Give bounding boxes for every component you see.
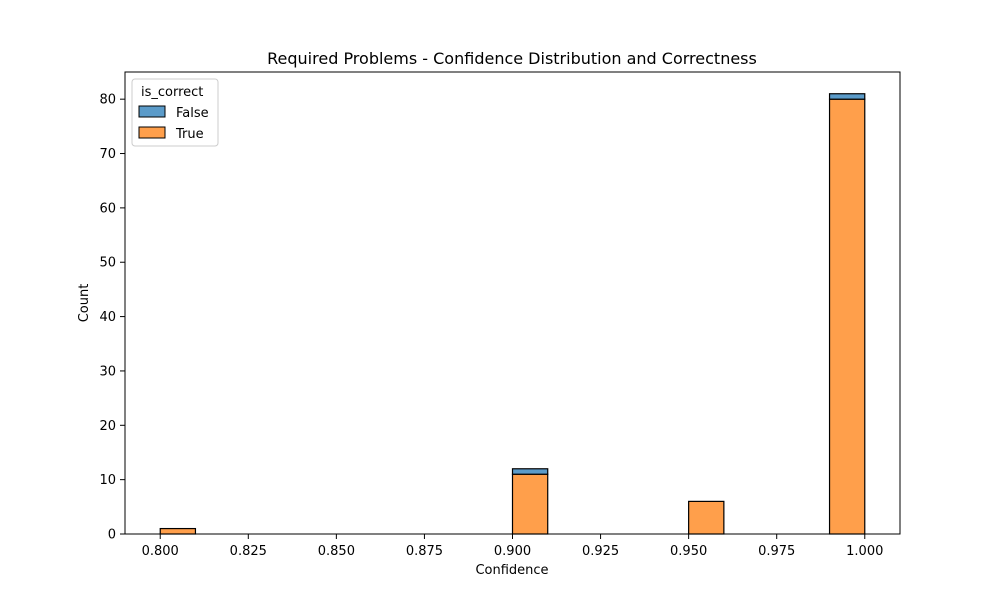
y-tick-label: 0 [108, 528, 116, 543]
x-tick-label: 0.825 [230, 544, 267, 559]
bar-true-bin-0 [159, 527, 197, 535]
y-tick-label: 40 [99, 310, 116, 325]
x-tick-label: 0.925 [582, 544, 619, 559]
legend: is_correct False True [131, 78, 219, 147]
y-axis-label: Count [77, 284, 92, 323]
bars-layer [159, 93, 866, 535]
plot-frame [124, 71, 901, 535]
x-tick-label: 0.875 [406, 544, 443, 559]
x-tick-label: 0.900 [494, 544, 531, 559]
chart-title: Required Problems - Confidence Distribut… [267, 49, 757, 68]
y-tick-label: 60 [99, 201, 116, 216]
y-axis: 0 10 20 30 40 50 60 70 80 [99, 93, 125, 543]
x-axis: 0.800 0.825 0.850 0.875 0.900 0.925 0.950 0.975… [142, 534, 883, 559]
x-tick-label: 0.950 [670, 544, 707, 559]
legend-swatch-true [138, 126, 166, 139]
y-tick-label: 30 [99, 364, 116, 379]
y-tick-label: 80 [99, 93, 116, 108]
legend-swatch-false [138, 105, 166, 118]
bar-true-bin-15 [688, 500, 725, 535]
legend-label-true: True [175, 127, 204, 142]
x-tick-label: 0.850 [318, 544, 355, 559]
y-tick-label: 10 [99, 473, 116, 488]
bar-true-bin-19 [828, 98, 866, 535]
x-tick-label: 0.975 [758, 544, 795, 559]
y-tick-label: 20 [99, 419, 116, 434]
x-tick-label: 1.000 [846, 544, 883, 559]
legend-label-false: False [176, 106, 209, 121]
y-tick-label: 70 [99, 147, 116, 162]
x-tick-label: 0.800 [142, 544, 179, 559]
x-axis-label: Confidence [475, 563, 548, 578]
bar-true-bin-10 [511, 473, 549, 535]
legend-title: is_correct [141, 85, 203, 100]
bar-false-bin-10 [511, 468, 549, 475]
bar-false-bin-19 [828, 93, 866, 100]
y-tick-label: 50 [99, 256, 116, 271]
